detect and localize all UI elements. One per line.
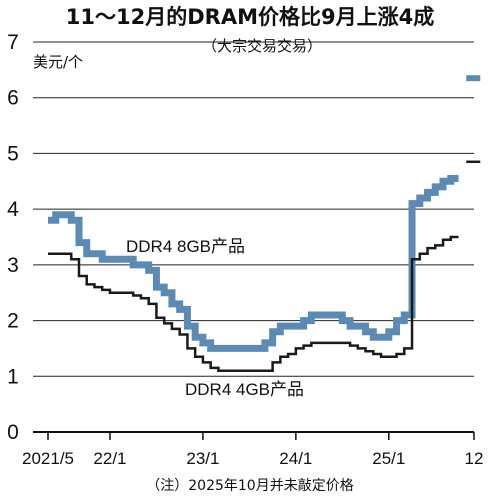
series-lines: [48, 175, 459, 372]
y-tick-label: 1: [7, 365, 19, 388]
chart-footnote: （注）2025年10月并未敲定价格: [146, 477, 353, 494]
x-tick-label: 24/1: [279, 449, 312, 468]
series-line-ddr4-8gb: [48, 175, 459, 352]
y-tick-label: 0: [7, 421, 19, 444]
y-tick-label: 4: [7, 198, 19, 221]
series-label-ddr4-8gb: DDR4 8GB产品: [126, 237, 245, 256]
x-axis-ticks: 2021/5 22/1 23/1 24/1 25/1 12: [22, 432, 483, 468]
y-tick-label: 2: [7, 310, 19, 333]
y-tick-label: 3: [7, 254, 19, 277]
y-tick-label: 7: [7, 31, 19, 54]
series-line-ddr4-4gb: [48, 235, 459, 372]
chart-subtitle: （大宗交易交易）: [202, 37, 322, 55]
series-label-ddr4-4gb: DDR4 4GB产品: [185, 380, 304, 399]
x-tick-label: 25/1: [372, 449, 405, 468]
y-axis-unit: 美元/个: [33, 53, 83, 71]
x-tick-label: 23/1: [186, 449, 219, 468]
chart-title: 11～12月的DRAM价格比9月上涨4成: [66, 5, 434, 29]
x-tick-label: 12: [465, 449, 484, 468]
grid-lines: [33, 41, 474, 433]
y-tick-label: 6: [7, 87, 19, 110]
y-axis-ticks: 0 1 2 3 4 5 6 7: [7, 31, 19, 444]
forecast-marks: [466, 75, 481, 164]
y-tick-label: 5: [7, 142, 19, 165]
x-tick-label: 22/1: [93, 449, 126, 468]
x-tick-label: 2021/5: [22, 449, 74, 468]
